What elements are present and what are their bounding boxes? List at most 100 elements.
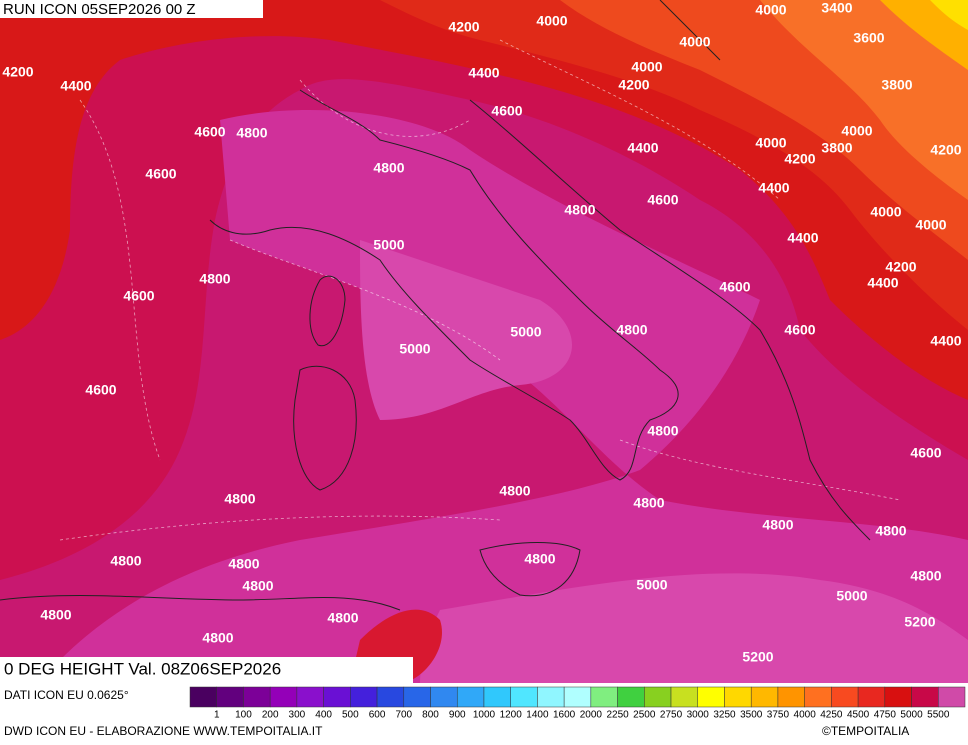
contour-label: 4600 — [123, 288, 154, 304]
legend-swatch — [697, 686, 725, 708]
contour-label: 4000 — [631, 59, 662, 75]
field-5000-south — [420, 573, 968, 683]
legend-label: 300 — [289, 710, 306, 721]
legend-swatch — [911, 686, 939, 708]
contour-label: 4600 — [194, 124, 225, 140]
contour-label: 4000 — [755, 2, 786, 18]
contour-label: 4800 — [40, 607, 71, 623]
legend-label: 200 — [262, 710, 279, 721]
contour-label: 3400 — [821, 0, 852, 16]
legend-swatch — [804, 686, 832, 708]
contour-label: 5200 — [904, 614, 935, 630]
legend-label: 100 — [235, 710, 252, 721]
isoline — [59, 39, 901, 541]
contour-label: 4200 — [2, 64, 33, 80]
contour-label: 4600 — [647, 192, 678, 208]
legend-label: 1 — [214, 710, 220, 721]
legend-label: 3000 — [687, 710, 710, 721]
legend-swatch — [537, 686, 565, 708]
legend-swatch — [750, 686, 779, 708]
credit-label: DWD ICON EU - ELABORAZIONE WWW.TEMPOITAL… — [4, 724, 323, 738]
contour-label: 4800 — [564, 202, 595, 218]
legend-swatch — [510, 686, 538, 708]
legend-label: 2500 — [633, 710, 656, 721]
contour-label: 4000 — [915, 217, 946, 233]
contour-label: 3600 — [853, 30, 884, 46]
copyright-label: ©TEMPOITALIA — [822, 724, 909, 738]
contour-label: 4200 — [784, 151, 815, 167]
contour-label: 5000 — [373, 237, 404, 253]
contour-label: 4800 — [228, 556, 259, 572]
contour-label: 4400 — [468, 65, 499, 81]
contour-label: 5000 — [636, 577, 667, 593]
legend-swatch — [269, 686, 298, 708]
contour-label: 5200 — [742, 649, 773, 665]
contour-label: 4400 — [758, 180, 789, 196]
contour-label: 4200 — [885, 259, 916, 275]
legend-swatch — [430, 686, 458, 708]
legend-swatch — [938, 686, 966, 708]
contour-label: 4800 — [327, 610, 358, 626]
contour-label: 4800 — [199, 271, 230, 287]
legend-swatch — [243, 686, 271, 708]
legend-label: 1000 — [473, 710, 496, 721]
legend-label: 3250 — [713, 710, 736, 721]
legend-swatch — [831, 686, 859, 708]
legend-swatch — [724, 686, 752, 708]
legend-label: 5500 — [927, 710, 950, 721]
contour-label: 4800 — [875, 523, 906, 539]
legend-label: 5000 — [900, 710, 923, 721]
contour-label: 4200 — [448, 19, 479, 35]
legend-label: 4000 — [794, 710, 817, 721]
contour-label: 4800 — [647, 423, 678, 439]
contour-label: 4800 — [762, 517, 793, 533]
contour-label: 4400 — [60, 78, 91, 94]
legend-label: 2750 — [660, 710, 683, 721]
source-label: DATI ICON EU 0.0625° — [4, 688, 129, 702]
contour-label: 4400 — [930, 333, 961, 349]
legend-swatch — [590, 686, 618, 708]
contour-label: 4200 — [930, 142, 961, 158]
contour-label: 4600 — [145, 166, 176, 182]
contour-label: 4800 — [373, 160, 404, 176]
field-3800 — [760, 0, 968, 200]
legend-swatch — [403, 686, 431, 708]
legend-label: 4500 — [847, 710, 870, 721]
legend-swatch — [563, 686, 592, 708]
contour-label: 4000 — [841, 123, 872, 139]
contour-label: 4600 — [719, 279, 750, 295]
legend-swatch — [617, 686, 645, 708]
map-field — [0, 0, 968, 683]
contour-label: 4600 — [85, 382, 116, 398]
contour-label: 4800 — [499, 483, 530, 499]
contour-label: 4800 — [236, 125, 267, 141]
legend-label: 1400 — [526, 710, 549, 721]
contour-label: 4800 — [202, 630, 233, 646]
legend-label: 1200 — [500, 710, 523, 721]
run-label: RUN ICON 05SEP2026 00 Z — [3, 1, 196, 18]
legend-swatch — [216, 686, 244, 708]
legend-label: 3500 — [740, 710, 763, 721]
field-4800 — [0, 110, 968, 683]
contour-label: 4800 — [242, 578, 273, 594]
legend-label: 1600 — [553, 710, 576, 721]
legend-swatch — [189, 686, 217, 708]
contour-label: 4000 — [755, 135, 786, 151]
legend-label: 2000 — [580, 710, 603, 721]
legend-label: 4750 — [874, 710, 897, 721]
contour-label: 4000 — [536, 13, 567, 29]
coastline-corsica — [309, 275, 346, 347]
legend-swatch — [323, 686, 351, 708]
legend-label: 500 — [342, 710, 359, 721]
legend-label: 600 — [369, 710, 386, 721]
legend-swatch — [483, 686, 511, 708]
contour-label: 4000 — [870, 204, 901, 220]
legend-swatch — [884, 686, 912, 708]
contour-label: 5000 — [399, 341, 430, 357]
legend-label: 2250 — [606, 710, 629, 721]
legend-swatch — [376, 686, 405, 708]
legend-label: 400 — [315, 710, 332, 721]
contour-label: 4800 — [633, 495, 664, 511]
contour-label: 5000 — [836, 588, 867, 604]
